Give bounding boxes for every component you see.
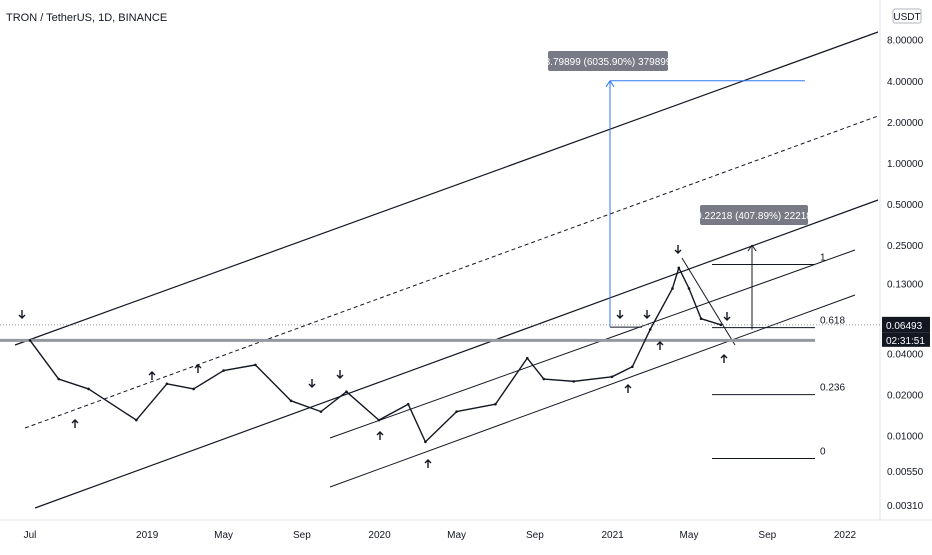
arrow-up-icon bbox=[424, 459, 432, 468]
measure2-label-box bbox=[700, 205, 808, 225]
arrow-up-icon bbox=[376, 431, 384, 440]
price-segment bbox=[688, 288, 702, 319]
measure2-arrow-right bbox=[751, 244, 757, 252]
price-point bbox=[719, 323, 723, 327]
price-segment bbox=[407, 403, 427, 443]
current-price-label: 0.06493 bbox=[886, 321, 923, 332]
arrow-up-icon bbox=[624, 384, 632, 393]
price-axis[interactable]: USDT 8.00000 4.00000 2.00000 1.00000 0.50000 0… bbox=[882, 8, 930, 512]
price-segment bbox=[678, 267, 690, 289]
channel-mid-dashed-line bbox=[24, 115, 879, 429]
y-tick-label: 0.01000 bbox=[887, 432, 924, 443]
price-segment bbox=[573, 376, 613, 383]
x-tick-label: Sep bbox=[293, 530, 311, 541]
price-segment bbox=[166, 383, 194, 390]
channel-lower-line bbox=[34, 199, 879, 509]
y-tick-label: 2.00000 bbox=[887, 118, 924, 129]
y-tick-label: 0.25000 bbox=[887, 241, 924, 252]
chart-title: TRON / TetherUS, 1D, BINANCE bbox=[6, 12, 167, 24]
price-segment bbox=[135, 383, 168, 421]
y-tick-label: 0.50000 bbox=[887, 200, 924, 211]
price-segment bbox=[631, 329, 651, 368]
y-tick-label: 0.04000 bbox=[887, 350, 924, 361]
price-segment bbox=[700, 318, 722, 326]
x-tick-label: 2020 bbox=[368, 530, 391, 541]
price-segment bbox=[320, 391, 347, 413]
x-tick-label: Jul bbox=[24, 530, 37, 541]
price-segment bbox=[345, 391, 380, 421]
price-segment bbox=[611, 366, 633, 378]
arrow-up-icon bbox=[194, 364, 202, 373]
price-segment bbox=[456, 403, 496, 413]
wedge-resistance-line bbox=[681, 257, 736, 346]
price-segment bbox=[671, 267, 680, 289]
countdown-label: 02:31:51 bbox=[886, 336, 925, 347]
price-segment bbox=[526, 357, 545, 380]
inner-channel-lower-line bbox=[329, 294, 856, 488]
measure-arrow-left bbox=[605, 80, 611, 88]
price-segment bbox=[88, 388, 137, 421]
fib-level-label: 0.236 bbox=[820, 383, 845, 394]
arrow-up-icon bbox=[656, 341, 664, 350]
price-segment bbox=[29, 339, 60, 380]
channel-upper-line bbox=[14, 31, 879, 346]
price-segment bbox=[223, 364, 256, 372]
arrow-up-icon bbox=[148, 371, 156, 380]
y-tick-label: 0.00310 bbox=[887, 501, 924, 512]
y-tick-label: 0.00550 bbox=[887, 467, 924, 478]
price-segment bbox=[543, 378, 574, 383]
arrow-down-icon bbox=[723, 312, 731, 321]
arrow-down-icon bbox=[643, 310, 651, 319]
x-tick-label: May bbox=[214, 530, 233, 541]
arrow-down-icon bbox=[336, 370, 344, 379]
x-tick-label: 2019 bbox=[136, 530, 159, 541]
overlay-layer: 3.79899 (6035.90%) 379899 0.22218 (407.89… bbox=[18, 51, 812, 468]
measure-label-box bbox=[548, 51, 668, 71]
countdown-tag bbox=[882, 332, 930, 347]
price-segment bbox=[193, 369, 224, 390]
fib-level-label: 0 bbox=[820, 446, 826, 457]
fib-level-label: 0.618 bbox=[820, 316, 845, 327]
time-axis[interactable]: Jul 2019 May Sep 2020 May Sep 2021 May Sep 2022 bbox=[24, 530, 857, 541]
y-tick-label: 8.00000 bbox=[887, 36, 924, 47]
currency-badge bbox=[892, 8, 922, 24]
measure-arrow-right bbox=[609, 80, 615, 88]
y-tick-label: 0.13000 bbox=[887, 280, 924, 291]
price-segment bbox=[424, 411, 458, 443]
price-segment bbox=[254, 364, 292, 402]
measure2-label-text: 0.22218 (407.89%) 22218 bbox=[696, 211, 812, 222]
current-price-tag bbox=[882, 316, 930, 333]
arrow-up-icon bbox=[720, 354, 728, 363]
arrow-down-icon bbox=[308, 379, 316, 388]
x-tick-label: 2021 bbox=[601, 530, 624, 541]
currency-label: USDT bbox=[893, 12, 920, 23]
price-segment bbox=[494, 357, 528, 405]
price-segment bbox=[58, 378, 89, 390]
x-tick-label: May bbox=[680, 530, 699, 541]
y-tick-label: 1.00000 bbox=[887, 159, 924, 170]
price-segment bbox=[378, 403, 409, 421]
x-tick-label: Sep bbox=[758, 530, 776, 541]
x-tick-label: Sep bbox=[526, 530, 544, 541]
arrow-down-icon bbox=[18, 310, 26, 319]
y-tick-label: 4.00000 bbox=[887, 77, 924, 88]
measure-label-text: 3.79899 (6035.90%) 379899 bbox=[545, 57, 672, 68]
price-segment bbox=[649, 288, 674, 330]
arrow-up-icon bbox=[71, 419, 79, 428]
arrow-down-icon bbox=[674, 245, 682, 254]
x-tick-label: 2022 bbox=[834, 530, 857, 541]
fib-level-label: 1 bbox=[820, 252, 826, 263]
drawings-layer: 1 0.618 0.236 0 bbox=[0, 31, 880, 509]
x-tick-label: May bbox=[447, 530, 466, 541]
inner-channel-upper-line bbox=[329, 249, 856, 439]
price-segment bbox=[290, 400, 322, 413]
y-tick-label: 0.02000 bbox=[887, 391, 924, 402]
price-series bbox=[28, 266, 723, 444]
arrow-down-icon bbox=[616, 310, 624, 319]
measure2-arrow-left bbox=[747, 244, 753, 252]
